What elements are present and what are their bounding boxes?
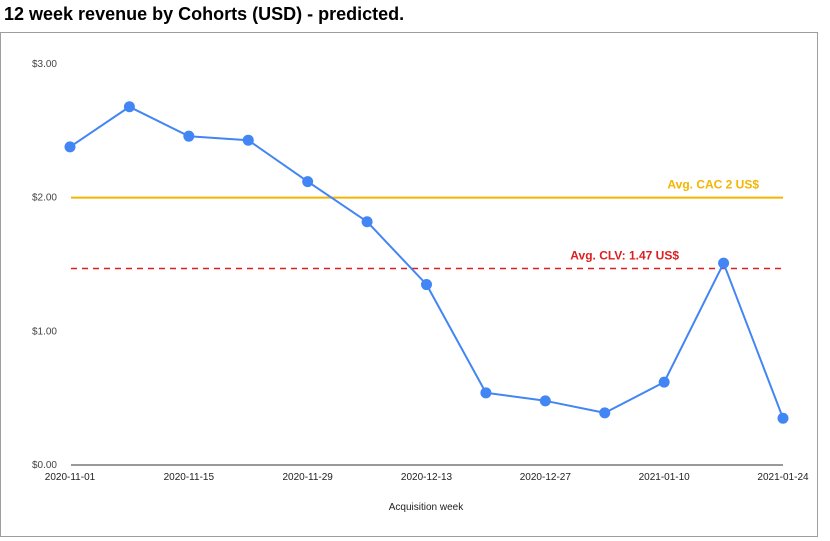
data-point[interactable] [421, 279, 432, 291]
chart-frame: $0.00 $1.00 $2.00 $3.00 2020-11-01 2020-11-1… [0, 32, 818, 537]
clv-reference-label: Avg. CLV: 1.47 US$ [570, 249, 679, 263]
data-point[interactable] [718, 257, 730, 269]
data-point[interactable] [539, 395, 551, 407]
data-point[interactable] [480, 387, 492, 399]
data-point[interactable] [64, 141, 76, 153]
x-tick-label: 2020-12-27 [520, 472, 572, 483]
data-point[interactable] [183, 130, 195, 142]
y-tick-label: $3.00 [32, 59, 57, 70]
y-tick-label: $2.00 [32, 193, 57, 204]
data-point[interactable] [658, 376, 670, 388]
y-axis: $0.00 $1.00 $2.00 $3.00 [32, 59, 783, 471]
series-group [64, 101, 789, 424]
chart-title: 12 week revenue by Cohorts (USD) - predi… [4, 4, 405, 24]
x-tick-label: 2020-11-29 [282, 472, 333, 483]
x-tick-label: 2020-12-13 [401, 472, 453, 483]
data-point[interactable] [361, 216, 373, 228]
data-point[interactable] [302, 176, 314, 188]
data-point[interactable] [242, 134, 254, 146]
x-tick-label: 2020-11-01 [45, 472, 96, 483]
x-axis-title: Acquisition week [389, 502, 464, 513]
x-tick-label: 2020-11-15 [164, 472, 215, 483]
y-tick-label: $1.00 [32, 326, 57, 337]
reference-lines: Avg. CAC 2 US$ Avg. CLV: 1.47 US$ [71, 178, 783, 270]
x-tick-label: 2021-01-10 [639, 472, 691, 483]
data-point[interactable] [599, 407, 611, 419]
cac-reference-label: Avg. CAC 2 US$ [667, 178, 759, 192]
line-chart: $0.00 $1.00 $2.00 $3.00 2020-11-01 2020-11-1… [32, 59, 809, 513]
x-axis: 2020-11-01 2020-11-15 2020-11-29 2020-12-13… [45, 472, 809, 483]
y-tick-label: $0.00 [32, 460, 57, 471]
x-tick-label: 2021-01-24 [757, 472, 809, 483]
data-point[interactable] [123, 101, 135, 113]
data-point[interactable] [777, 412, 789, 424]
